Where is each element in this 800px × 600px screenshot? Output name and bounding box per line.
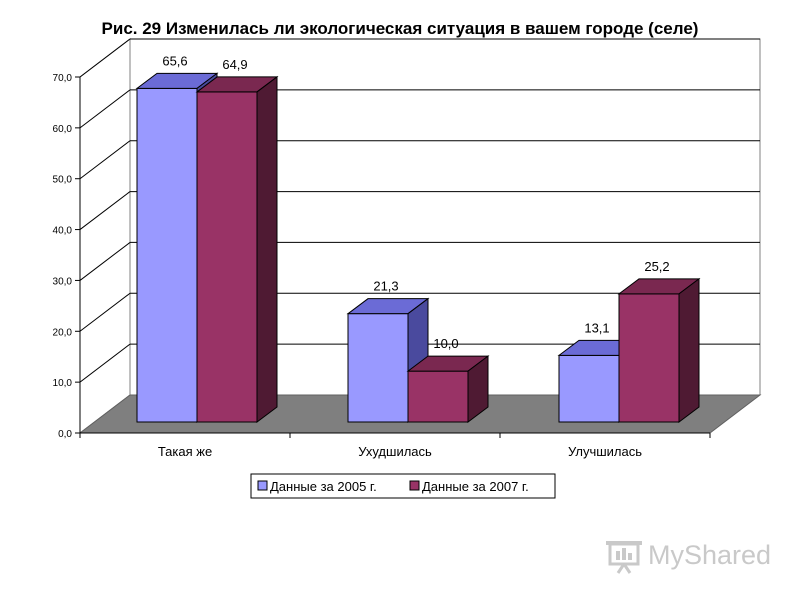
bar (618, 293, 680, 423)
y-tick-label: 50,0 (53, 175, 73, 186)
bar (196, 91, 258, 423)
legend-swatch (257, 480, 268, 491)
y-tick-label: 0,0 (58, 429, 72, 440)
watermark-text: MyShared (648, 540, 772, 570)
data-label: 21,3 (373, 279, 398, 294)
gridline-side (79, 242, 131, 281)
gridline-side (79, 38, 131, 78)
x-tick-label: Такая же (158, 444, 212, 459)
watermark-logo: MyShared (606, 538, 776, 574)
legend-label: Данные за 2007 г. (422, 479, 529, 494)
x-tick-label: Улучшилась (568, 444, 642, 459)
gridline-side (79, 343, 131, 383)
presentation-icon (606, 541, 642, 574)
bar (136, 87, 198, 423)
y-tick-label: 70,0 (53, 73, 73, 84)
legend (250, 473, 556, 499)
gridline-side (79, 292, 131, 332)
data-label: 64,9 (222, 57, 247, 72)
x-tick-label: Ухудшилась (358, 444, 432, 459)
data-label: 10,0 (433, 336, 458, 351)
gridline-side (79, 89, 131, 129)
legend-label: Данные за 2005 г. (270, 479, 377, 494)
bar-side (678, 277, 700, 423)
y-tick-label: 60,0 (53, 124, 73, 135)
data-label: 65,6 (162, 53, 187, 68)
chart-title-line1: Рис. 29 Изменилась ли экологическая ситу… (101, 19, 699, 38)
bar (407, 370, 469, 423)
y-tick-label: 20,0 (53, 327, 73, 338)
y-tick-label: 30,0 (53, 276, 73, 287)
data-label: 13,1 (584, 320, 609, 335)
gridline-side (79, 140, 131, 180)
gridline-side (79, 191, 131, 230)
legend-swatch (409, 480, 420, 491)
bar-side (467, 355, 489, 423)
bar-side (256, 75, 278, 423)
bar (347, 313, 409, 423)
side-wall (79, 37, 131, 435)
bar (558, 354, 620, 423)
data-label: 25,2 (644, 259, 669, 274)
y-tick-label: 10,0 (53, 378, 73, 389)
y-tick-label: 40,0 (53, 226, 73, 237)
